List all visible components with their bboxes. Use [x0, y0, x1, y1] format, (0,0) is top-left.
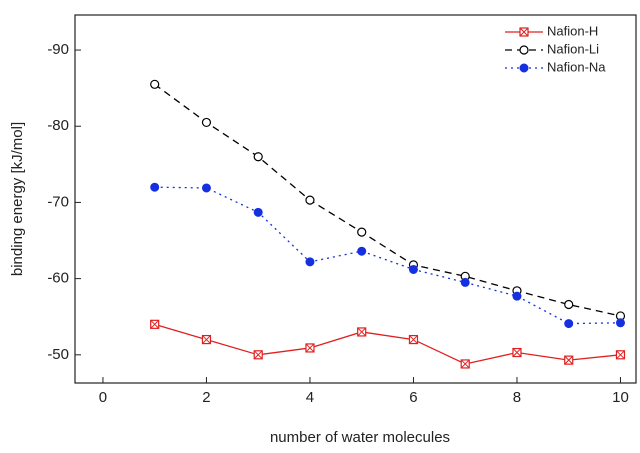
- marker: [357, 227, 367, 237]
- marker: [253, 207, 263, 217]
- series-line: [154, 323, 621, 365]
- marker: [460, 359, 470, 369]
- marker-part: [150, 319, 160, 329]
- marker: [408, 264, 418, 274]
- marker: [564, 319, 574, 329]
- x-tick-label: 8: [513, 389, 521, 406]
- marker: [150, 182, 160, 192]
- y-tick-label: -90: [47, 41, 69, 58]
- x-tick-label: 10: [612, 389, 629, 406]
- x-tick-label: 0: [99, 389, 107, 406]
- marker-part: [519, 27, 529, 37]
- x-tick-label: 6: [409, 389, 417, 406]
- marker: [201, 117, 212, 128]
- marker: [201, 183, 211, 193]
- marker: [253, 152, 263, 162]
- marker: [564, 299, 574, 310]
- marker: [519, 63, 529, 73]
- marker-part: [460, 359, 470, 369]
- marker-part: [253, 350, 263, 360]
- marker-part: [357, 327, 367, 337]
- marker: [305, 195, 315, 205]
- x-tick-label: 2: [202, 389, 210, 406]
- x-axis-label: number of water molecules: [270, 429, 450, 446]
- marker-part: [564, 355, 574, 365]
- marker: [150, 319, 160, 329]
- marker: [201, 334, 212, 345]
- marker: [615, 350, 626, 360]
- marker: [253, 350, 263, 360]
- legend-label: Nafion-H: [547, 23, 598, 38]
- marker: [512, 291, 522, 301]
- legend-label: Nafion-Na: [547, 59, 606, 74]
- marker: [519, 45, 529, 55]
- legend-label: Nafion-Li: [547, 41, 599, 56]
- marker: [460, 277, 470, 287]
- marker: [357, 246, 367, 256]
- marker: [408, 334, 419, 345]
- marker: [357, 327, 367, 337]
- y-axis-label: binding energy [kJ/mol]: [9, 122, 26, 276]
- marker: [519, 27, 529, 37]
- marker-part: [616, 350, 625, 360]
- marker: [512, 347, 522, 358]
- marker-part: [305, 343, 315, 353]
- marker-part: [512, 348, 522, 357]
- plot-frame: [74, 14, 637, 384]
- marker: [564, 355, 574, 365]
- y-tick-label: -80: [47, 117, 69, 134]
- marker: [150, 79, 160, 89]
- marker: [615, 318, 625, 328]
- y-tick-label: -60: [47, 270, 69, 287]
- marker: [305, 343, 315, 353]
- marker-part: [409, 335, 418, 344]
- y-tick-label: -50: [47, 346, 69, 363]
- series-line: [154, 186, 621, 325]
- x-tick-label: 4: [306, 389, 314, 406]
- y-tick-label: -70: [47, 193, 69, 210]
- marker: [305, 257, 315, 267]
- marker-part: [202, 335, 211, 344]
- series-line: [154, 83, 621, 317]
